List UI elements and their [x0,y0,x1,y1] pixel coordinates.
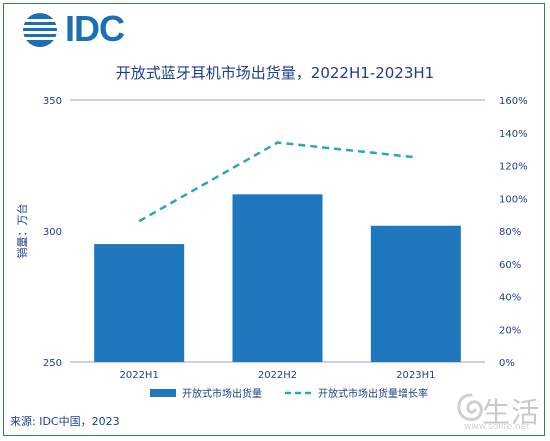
watermark-swirl-icon [457,393,483,421]
x-tick-label: 2022H2 [258,370,297,381]
chart-frame [3,3,545,436]
globe-icon [22,13,58,47]
y2-tick-label: 80% [499,227,521,238]
y2-tick-label: 60% [499,260,521,271]
source-note: 来源: IDC中国，2023 [10,415,120,428]
y2-tick-label: 120% [499,162,528,173]
y-tick-label: 350 [43,96,62,107]
y2-tick-label: 140% [499,129,528,140]
y-tick-label: 300 [43,227,62,238]
watermark: 生活 www.solife.net [456,388,546,438]
y-tick-label: 250 [43,358,62,369]
y2-tick-label: 20% [499,325,521,336]
bar [232,194,323,362]
x-tick-label: 2023H1 [396,370,435,381]
legend-line-label: 开放式市场出货量增长率 [318,387,428,400]
y2-tick-label: 100% [499,194,528,205]
x-tick-label: 2022H1 [119,370,158,381]
legend-bar-label: 开放式市场出货量 [182,387,262,400]
y2-tick-label: 0% [499,358,515,369]
y-axis-title: 销量：万台 [15,204,29,259]
y2-tick-label: 160% [499,96,528,107]
bar [94,244,185,362]
y2-tick-label: 40% [499,293,521,304]
idc-logo: IDC [20,8,150,50]
watermark-text: 生活 [482,396,541,429]
chart-title: 开放式蓝牙耳机市场出货量，2022H1-2023H1 [115,64,435,82]
watermark-url: www.solife.net [464,422,530,432]
logo-text: IDC [65,8,125,49]
legend-bar-swatch [150,389,176,397]
bar [370,225,461,362]
